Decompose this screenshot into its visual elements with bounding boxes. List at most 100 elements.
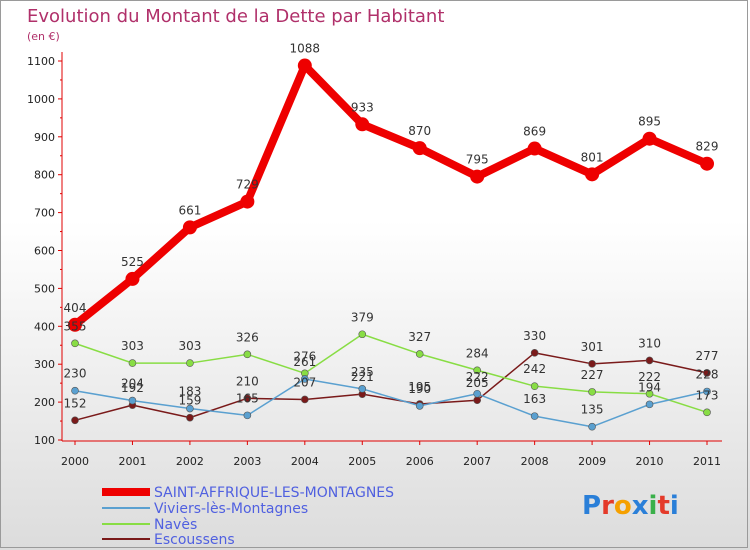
data-point bbox=[297, 58, 312, 73]
data-label: 173 bbox=[696, 388, 719, 402]
data-point bbox=[527, 141, 542, 156]
data-label: 228 bbox=[696, 367, 719, 381]
data-label: 1088 bbox=[290, 42, 321, 56]
logo-letter: x bbox=[632, 491, 649, 521]
data-point bbox=[186, 404, 194, 413]
data-label: 801 bbox=[581, 150, 604, 164]
data-label: 135 bbox=[581, 403, 604, 417]
data-label: 276 bbox=[293, 349, 316, 363]
data-point bbox=[243, 411, 252, 420]
data-point bbox=[530, 349, 539, 357]
proxiti-logo: Proxiti bbox=[582, 491, 679, 521]
data-point bbox=[358, 385, 367, 393]
data-point bbox=[182, 220, 197, 235]
data-label: 194 bbox=[638, 380, 661, 394]
data-point bbox=[186, 359, 194, 367]
y-tick-label: 1100 bbox=[27, 55, 55, 68]
data-point bbox=[240, 194, 255, 209]
data-point bbox=[473, 366, 481, 375]
x-tick-label: 2011 bbox=[693, 455, 721, 468]
x-tick-label: 2003 bbox=[233, 455, 261, 468]
data-label: 379 bbox=[351, 310, 374, 324]
data-label: 221 bbox=[351, 370, 374, 384]
y-tick-label: 700 bbox=[34, 207, 55, 220]
data-label: 235 bbox=[351, 365, 374, 379]
data-point bbox=[243, 350, 252, 359]
data-point bbox=[585, 167, 600, 182]
data-point bbox=[243, 394, 252, 403]
chart-title: Evolution du Montant de la Dette par Hab… bbox=[27, 6, 444, 27]
data-label: 795 bbox=[466, 153, 489, 167]
data-label: 895 bbox=[638, 115, 661, 129]
y-tick-label: 300 bbox=[34, 358, 55, 371]
x-tick-label: 2001 bbox=[118, 455, 146, 468]
x-tick-label: 2009 bbox=[578, 455, 606, 468]
y-tick-label: 1000 bbox=[27, 93, 55, 106]
data-label: 230 bbox=[64, 367, 87, 381]
data-label: 729 bbox=[236, 178, 259, 192]
data-point bbox=[473, 389, 481, 398]
legend-label: Navès bbox=[154, 517, 197, 533]
data-point bbox=[700, 156, 714, 171]
data-label: 152 bbox=[64, 396, 87, 410]
data-point bbox=[473, 396, 481, 405]
series-lines bbox=[68, 58, 714, 431]
series-2 bbox=[71, 330, 711, 417]
x-tick-label: 2000 bbox=[61, 455, 89, 468]
data-point bbox=[358, 330, 367, 339]
data-point bbox=[642, 131, 657, 146]
x-tick-label: 2007 bbox=[463, 455, 491, 468]
data-point bbox=[645, 356, 654, 365]
data-point bbox=[588, 422, 596, 431]
data-point bbox=[703, 369, 711, 377]
legend-label: Viviers-lès-Montagnes bbox=[154, 501, 308, 517]
data-point bbox=[71, 339, 79, 348]
data-point bbox=[301, 375, 309, 383]
data-label: 303 bbox=[178, 339, 201, 353]
data-point bbox=[588, 388, 596, 396]
x-tick-label: 2008 bbox=[521, 455, 549, 468]
logo-letter: r bbox=[601, 491, 614, 521]
series-line bbox=[74, 333, 708, 414]
data-label: 525 bbox=[121, 255, 144, 269]
data-point bbox=[470, 169, 485, 184]
data-label: 192 bbox=[121, 381, 144, 395]
chart-subtitle: (en €) bbox=[27, 30, 60, 43]
data-label: 222 bbox=[638, 370, 661, 384]
axes: 100 200 300 400 500 600 700 800 900 1000 1100 2000 2… bbox=[27, 52, 722, 468]
data-point bbox=[71, 386, 79, 395]
data-point bbox=[645, 389, 654, 398]
data-label: 210 bbox=[236, 374, 259, 388]
data-point bbox=[415, 402, 424, 410]
legend-label: SAINT-AFFRIQUE-LES-MONTAGNES bbox=[154, 485, 394, 501]
y-tick-label: 100 bbox=[34, 434, 55, 447]
data-point bbox=[355, 117, 370, 132]
data-point bbox=[530, 412, 539, 420]
y-tick-label: 800 bbox=[34, 169, 55, 182]
data-label: 165 bbox=[236, 391, 259, 405]
data-label: 204 bbox=[121, 377, 144, 391]
legend: SAINT-AFFRIQUE-LES-MONTAGNESViviers-lès-… bbox=[102, 485, 394, 548]
y-tick-label: 400 bbox=[34, 320, 55, 333]
data-label: 242 bbox=[523, 362, 546, 376]
x-tick-label: 2006 bbox=[406, 455, 434, 468]
data-point bbox=[125, 271, 140, 286]
logo-text: Proxiti bbox=[582, 491, 679, 521]
data-point bbox=[128, 396, 137, 405]
y-tick-label: 500 bbox=[34, 282, 55, 295]
data-label: 277 bbox=[696, 349, 719, 363]
series-0 bbox=[68, 58, 714, 332]
logo-letter: t bbox=[657, 491, 669, 521]
data-point bbox=[301, 395, 309, 404]
x-tick-label: 2004 bbox=[291, 455, 319, 468]
data-point bbox=[415, 350, 424, 358]
data-point bbox=[186, 413, 194, 422]
data-point bbox=[412, 141, 427, 156]
data-label: 227 bbox=[581, 368, 604, 382]
data-label: 829 bbox=[696, 140, 719, 154]
data-point bbox=[703, 387, 711, 396]
data-point bbox=[530, 382, 539, 390]
x-tick-label: 2005 bbox=[348, 455, 376, 468]
